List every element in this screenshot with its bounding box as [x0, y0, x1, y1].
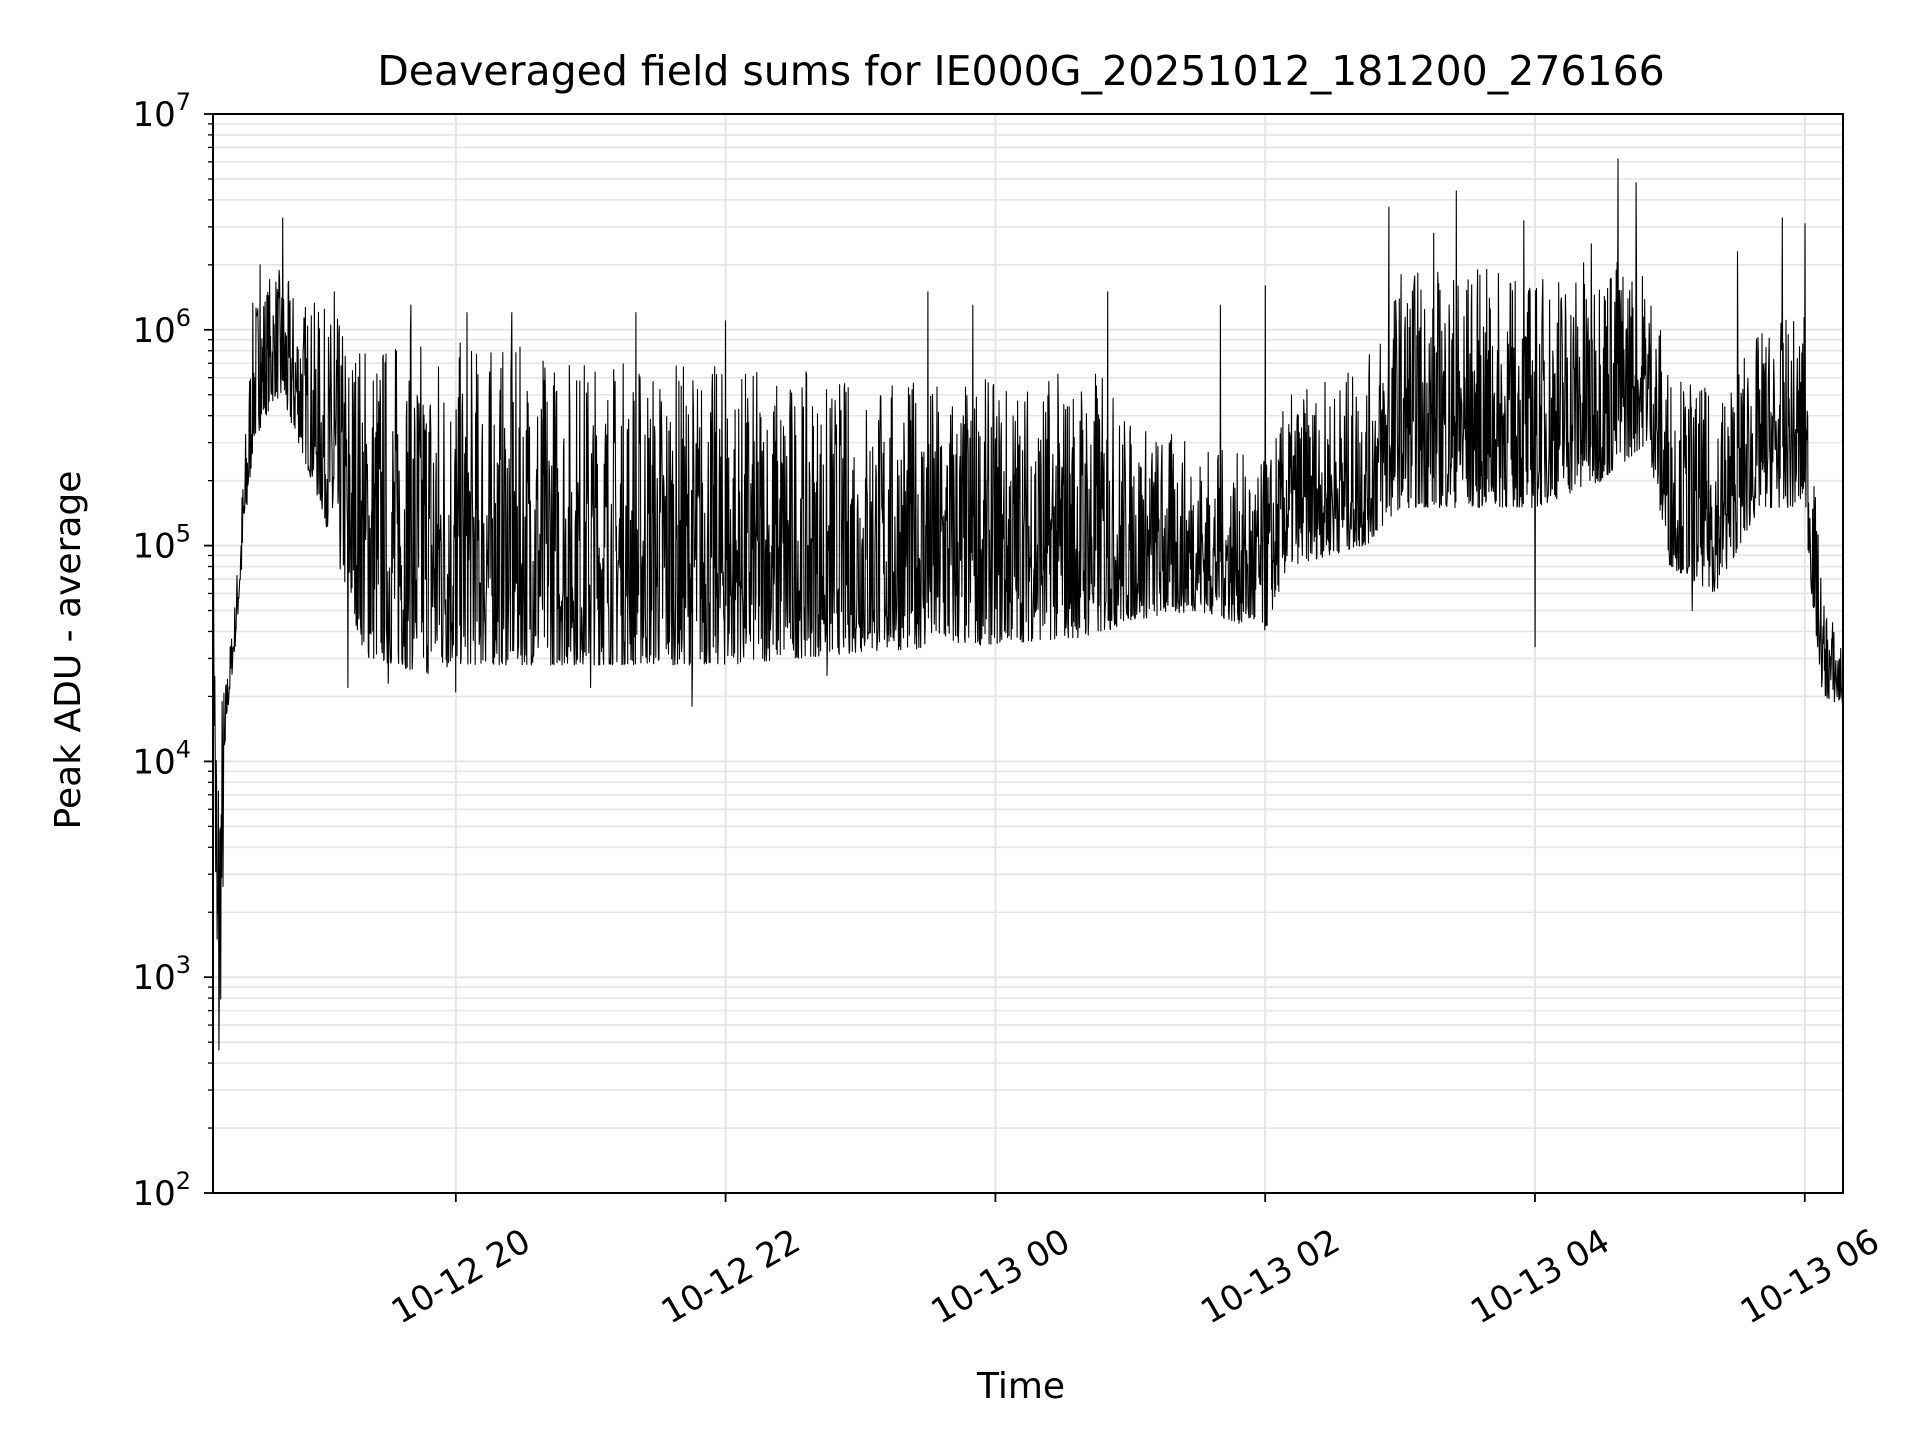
y-tick-label: 104 — [132, 735, 191, 782]
y-tick-label: 103 — [132, 951, 191, 998]
y-tick-label-exponent: 7 — [176, 88, 191, 116]
plot-frame — [212, 113, 1844, 1194]
y-tick-label-base: 10 — [132, 742, 175, 782]
x-axis-label: Time — [976, 1366, 1065, 1407]
y-tick-label-base: 10 — [132, 311, 175, 351]
y-tick-label-exponent: 4 — [176, 735, 191, 763]
chart-title: Deaveraged field sums for IE000G_2025101… — [377, 47, 1665, 95]
y-tick-label-base: 10 — [132, 958, 175, 998]
y-tick-label-base: 10 — [132, 527, 175, 567]
y-tick-label-base: 10 — [132, 1174, 175, 1214]
y-tick-label-exponent: 2 — [176, 1167, 191, 1195]
y-tick-label: 107 — [132, 88, 191, 135]
y-tick-label: 106 — [132, 304, 191, 351]
y-tick-label: 105 — [132, 520, 191, 567]
series-line-group — [212, 158, 1844, 1051]
y-axis-label: Peak ADU - average — [48, 471, 89, 830]
y-tick-label: 102 — [132, 1167, 191, 1214]
series-line — [212, 158, 1844, 1051]
y-tick-label-exponent: 3 — [176, 951, 191, 979]
y-tick-label-exponent: 6 — [176, 304, 191, 332]
y-tick-label-base: 10 — [132, 95, 175, 135]
y-tick-label-exponent: 5 — [176, 520, 191, 548]
